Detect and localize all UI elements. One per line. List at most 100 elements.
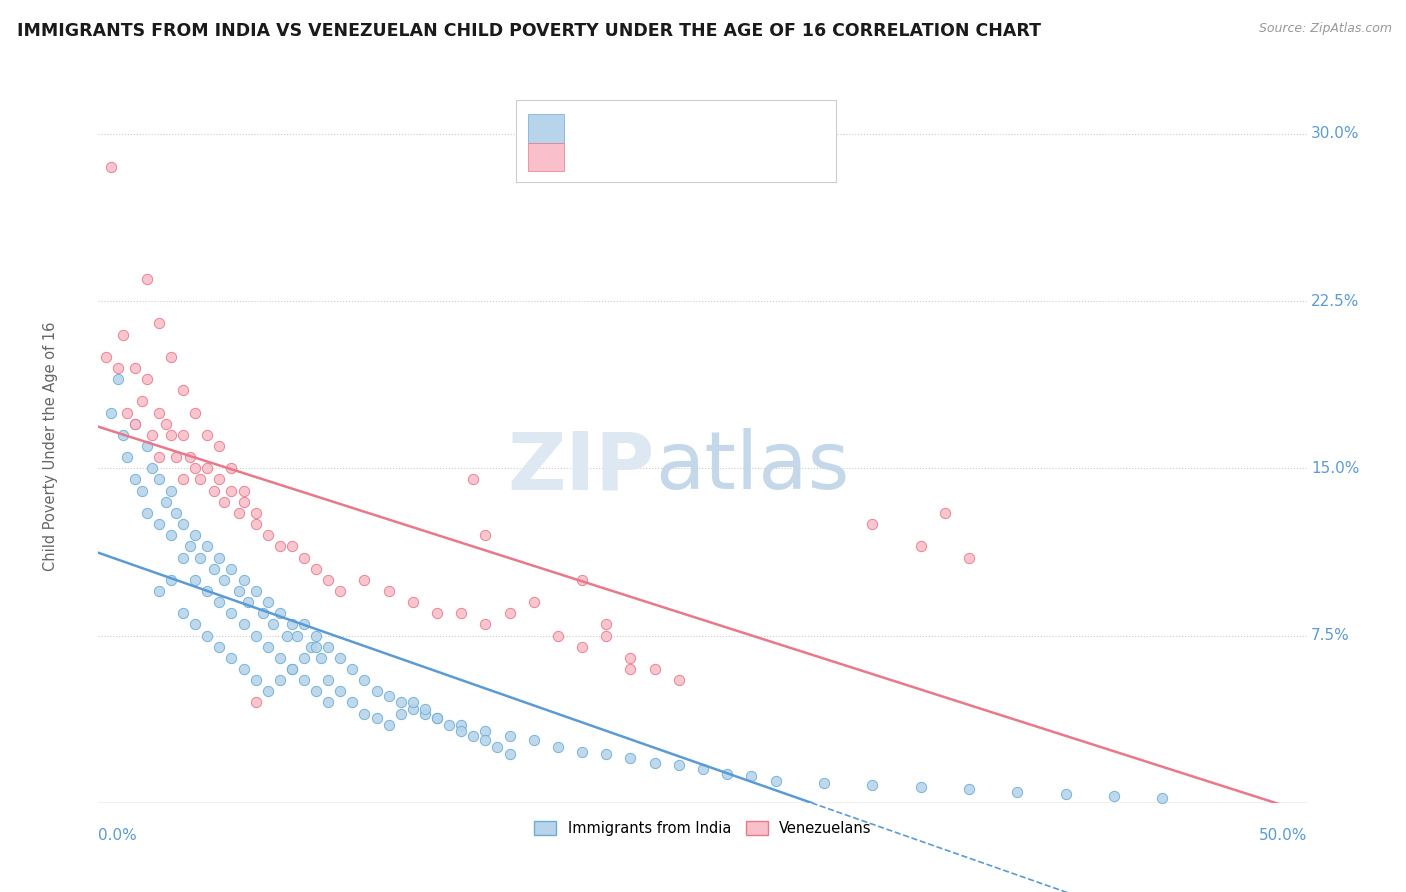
Point	[100, 161, 122, 175]
Point	[155, 417, 177, 431]
Point	[426, 607, 449, 621]
Point	[221, 651, 243, 665]
Point	[281, 662, 304, 676]
Point	[957, 782, 980, 797]
Point	[595, 628, 617, 642]
Text: 7.5%: 7.5%	[1312, 628, 1350, 643]
Point	[245, 583, 267, 598]
Point	[860, 778, 883, 792]
Text: 110: 110	[761, 121, 793, 136]
Text: N =: N =	[709, 121, 738, 136]
Point	[716, 767, 738, 781]
Point	[619, 662, 641, 676]
Point	[413, 706, 436, 721]
Point	[934, 506, 956, 520]
Point	[413, 702, 436, 716]
FancyBboxPatch shape	[527, 143, 564, 171]
Point	[117, 450, 139, 464]
Point	[155, 494, 177, 508]
Point	[232, 483, 254, 498]
Point	[740, 769, 762, 783]
Point	[316, 673, 339, 687]
Point	[910, 780, 932, 795]
Point	[135, 271, 157, 285]
Point	[124, 360, 146, 375]
Point	[221, 607, 243, 621]
Text: 50.0%: 50.0%	[1260, 828, 1308, 843]
Point	[195, 628, 218, 642]
Point	[463, 729, 485, 743]
Legend: Immigrants from India, Venezuelans: Immigrants from India, Venezuelans	[529, 815, 877, 842]
Point	[644, 662, 666, 676]
Point	[342, 662, 364, 676]
Point	[389, 696, 412, 710]
Point	[329, 583, 352, 598]
Point	[212, 494, 235, 508]
Text: ZIP: ZIP	[508, 428, 655, 507]
Point	[238, 595, 260, 609]
Point	[131, 483, 153, 498]
Point	[285, 628, 308, 642]
Point	[232, 662, 254, 676]
Point	[498, 747, 520, 761]
Point	[619, 751, 641, 765]
Point	[450, 724, 472, 739]
Point	[523, 595, 546, 609]
Point	[172, 384, 194, 398]
Point	[195, 427, 218, 442]
Point	[1007, 785, 1029, 799]
Point	[329, 651, 352, 665]
Point	[402, 595, 425, 609]
Point	[131, 394, 153, 409]
Text: 0.0%: 0.0%	[98, 828, 138, 843]
Point	[124, 473, 146, 487]
Text: Child Poverty Under the Age of 16: Child Poverty Under the Age of 16	[42, 321, 58, 571]
Point	[571, 744, 593, 758]
Text: R =: R =	[578, 150, 607, 164]
Text: 15.0%: 15.0%	[1312, 461, 1360, 475]
Point	[208, 640, 231, 654]
Point	[292, 651, 315, 665]
Point	[426, 711, 449, 725]
Point	[305, 562, 328, 576]
Point	[366, 684, 388, 698]
Point	[353, 673, 375, 687]
Point	[813, 776, 835, 790]
Point	[204, 562, 226, 576]
Text: R =: R =	[578, 121, 607, 136]
Point	[402, 696, 425, 710]
Point	[450, 607, 472, 621]
Point	[269, 673, 291, 687]
Point	[148, 583, 170, 598]
Point	[100, 405, 122, 419]
Point	[547, 740, 569, 755]
Point	[172, 516, 194, 531]
Point	[595, 747, 617, 761]
Point	[765, 773, 787, 788]
Point	[208, 439, 231, 453]
Point	[232, 494, 254, 508]
Text: Source: ZipAtlas.com: Source: ZipAtlas.com	[1258, 22, 1392, 36]
Point	[474, 724, 496, 739]
Point	[269, 607, 291, 621]
Point	[474, 617, 496, 632]
Point	[571, 573, 593, 587]
Point	[342, 696, 364, 710]
Point	[148, 450, 170, 464]
Point	[619, 651, 641, 665]
Point	[117, 405, 139, 419]
Point	[232, 617, 254, 632]
Text: 30.0%: 30.0%	[1312, 127, 1360, 141]
Point	[276, 628, 298, 642]
Point	[668, 673, 690, 687]
Point	[316, 573, 339, 587]
Point	[212, 573, 235, 587]
Point	[245, 673, 267, 687]
Point	[595, 617, 617, 632]
Point	[221, 461, 243, 475]
Point	[281, 662, 304, 676]
Point	[232, 573, 254, 587]
Point	[160, 483, 183, 498]
Point	[474, 733, 496, 747]
Text: 22.5%: 22.5%	[1312, 293, 1360, 309]
